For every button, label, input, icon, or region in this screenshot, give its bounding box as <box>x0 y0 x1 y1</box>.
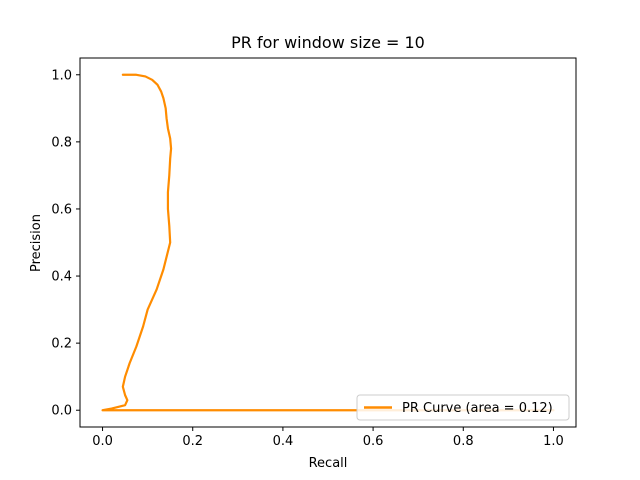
chart-title: PR for window size = 10 <box>231 33 425 52</box>
legend-box <box>356 394 570 421</box>
y-tick-label: 0.0 <box>51 404 72 419</box>
x-tick-label: 0.0 <box>92 434 113 449</box>
y-tick-label: 0.6 <box>51 202 72 217</box>
x-tick-label: 0.4 <box>273 434 294 449</box>
y-tick-label: 0.4 <box>51 270 72 285</box>
plot-frame <box>79 57 577 428</box>
x-axis-label: Recall <box>309 456 348 471</box>
y-tick-label: 0.2 <box>51 337 72 352</box>
x-tick-label: 0.8 <box>453 434 474 449</box>
pr-curve-line <box>101 73 555 412</box>
x-tick-label: 0.2 <box>182 434 203 449</box>
x-tick-label: 0.6 <box>363 434 384 449</box>
y-tick-label: 1.0 <box>51 68 72 83</box>
x-tick-label: 1.0 <box>543 434 564 449</box>
legend-label: PR Curve (area = 0.12) <box>402 401 553 416</box>
y-tick-label: 0.8 <box>51 135 72 150</box>
y-axis-label: Precision <box>29 214 44 272</box>
legend: PR Curve (area = 0.12) <box>356 394 570 421</box>
